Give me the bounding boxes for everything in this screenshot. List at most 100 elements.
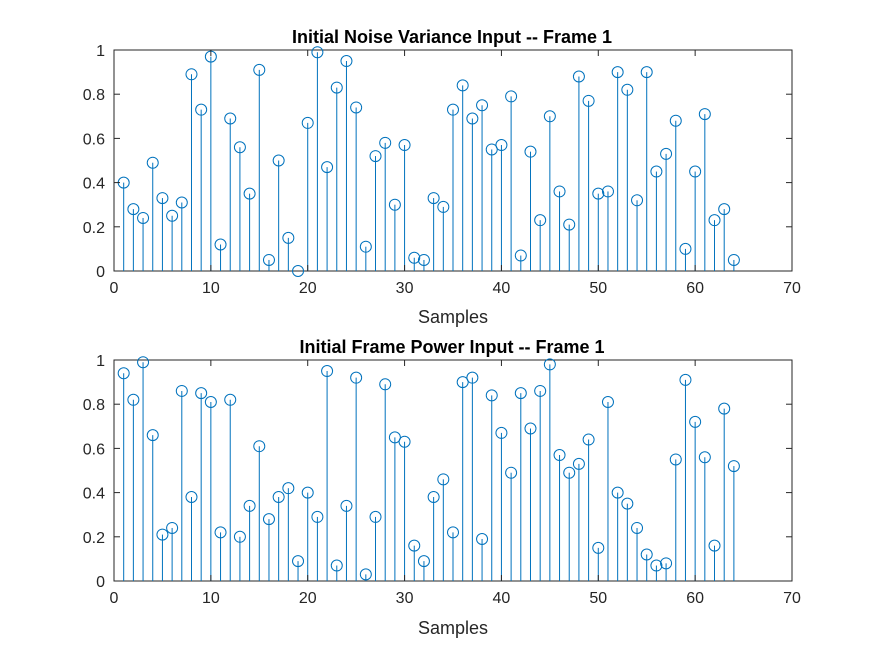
stem-marker xyxy=(476,533,489,546)
stem-marker xyxy=(553,449,566,462)
top-y-ticks: 0 0.2 0.4 0.6 0.8 1 xyxy=(83,43,792,281)
stem-marker xyxy=(175,196,188,209)
stem-marker xyxy=(369,510,382,523)
y-tick-label: 0 xyxy=(96,264,105,281)
stem-marker xyxy=(214,238,227,251)
stem-marker xyxy=(572,457,585,470)
stem-marker xyxy=(456,79,469,92)
stem-marker xyxy=(640,66,653,79)
stem-marker xyxy=(417,253,430,266)
stem-marker xyxy=(514,249,527,262)
stem-marker xyxy=(505,466,518,479)
stem-marker xyxy=(718,402,731,415)
stem-marker xyxy=(156,192,169,205)
y-tick-label: 1 xyxy=(96,43,105,60)
y-tick-label: 0 xyxy=(96,574,105,591)
x-tick-label: 10 xyxy=(202,590,220,607)
stem-marker xyxy=(437,200,450,213)
stem-marker xyxy=(340,55,353,68)
stem-marker xyxy=(631,194,644,207)
stem-marker xyxy=(582,433,595,446)
x-tick-label: 0 xyxy=(110,280,119,297)
stem-marker xyxy=(485,389,498,402)
stem-marker xyxy=(321,161,334,174)
stem-marker xyxy=(282,231,295,244)
stem-marker xyxy=(137,211,150,224)
stem-marker xyxy=(543,358,556,371)
stem-marker xyxy=(679,373,692,386)
bottom-subplot: Initial Frame Power Input -- Frame 1 0 10… xyxy=(83,337,801,638)
stem-marker xyxy=(156,528,169,541)
x-tick-label: 20 xyxy=(299,280,317,297)
stem-marker xyxy=(224,393,237,406)
stem-marker xyxy=(611,66,624,79)
stem-marker xyxy=(301,116,314,129)
x-tick-label: 60 xyxy=(686,280,704,297)
stem-marker xyxy=(417,555,430,568)
stem-marker xyxy=(447,526,459,539)
stem-marker xyxy=(727,253,740,266)
y-tick-label: 0.8 xyxy=(83,87,105,104)
stem-marker xyxy=(321,365,334,378)
stem-marker xyxy=(301,486,314,499)
stem-marker xyxy=(601,395,614,408)
stem-marker xyxy=(466,112,479,125)
stem-marker xyxy=(292,555,305,568)
stem-marker xyxy=(398,139,411,152)
x-tick-label: 50 xyxy=(589,590,607,607)
stem-marker xyxy=(146,156,159,169)
bottom-chart-title: Initial Frame Power Input -- Frame 1 xyxy=(299,337,604,357)
stem-marker xyxy=(592,541,605,554)
stem-marker xyxy=(534,214,547,227)
stem-marker xyxy=(427,491,440,504)
stem-marker xyxy=(495,139,508,152)
stem-marker xyxy=(262,253,275,266)
y-tick-label: 0.6 xyxy=(83,131,105,148)
x-tick-label: 30 xyxy=(396,280,414,297)
stem-marker xyxy=(505,90,518,103)
stem-marker xyxy=(369,150,382,163)
stem-marker xyxy=(282,482,295,495)
stem-marker xyxy=(214,526,227,539)
stem-marker xyxy=(127,203,140,216)
stem-marker xyxy=(572,70,585,83)
stem-marker xyxy=(456,376,469,389)
bottom-x-axis-label: Samples xyxy=(418,618,488,638)
stem-marker xyxy=(601,185,614,198)
top-x-ticks: 0 10 20 30 40 50 60 70 xyxy=(110,50,801,297)
stem-marker xyxy=(185,491,198,504)
stem-marker xyxy=(689,415,702,428)
stem-marker xyxy=(669,453,682,466)
x-tick-label: 50 xyxy=(589,280,607,297)
stem-marker xyxy=(224,112,237,125)
stem-marker xyxy=(495,426,508,439)
bottom-plot-area: 0 10 20 30 40 50 60 70 0 0.2 0.4 0.6 0.8 1 xyxy=(83,353,801,607)
stem-marker xyxy=(611,486,624,499)
stem-marker xyxy=(563,218,576,231)
stem-marker xyxy=(330,559,343,572)
stem-marker xyxy=(408,251,421,264)
stem-marker xyxy=(350,371,363,384)
x-tick-label: 40 xyxy=(493,280,511,297)
stem-marker xyxy=(650,559,663,572)
top-x-axis-label: Samples xyxy=(418,307,488,327)
stem-marker xyxy=(146,429,159,442)
stem-marker xyxy=(592,187,605,200)
x-tick-label: 40 xyxy=(493,590,511,607)
stem-marker xyxy=(388,198,401,211)
stem-marker xyxy=(272,491,285,504)
stem-marker xyxy=(660,147,673,160)
stem-marker xyxy=(262,513,275,526)
stem-marker xyxy=(708,539,721,552)
y-tick-label: 0.4 xyxy=(83,176,105,193)
stem-marker xyxy=(582,94,595,107)
stem-marker xyxy=(272,154,285,167)
stem-marker xyxy=(543,110,556,123)
stem-marker xyxy=(359,240,372,253)
stem-marker xyxy=(117,367,130,380)
stem-marker xyxy=(727,460,740,473)
bottom-x-ticks: 0 10 20 30 40 50 60 70 xyxy=(110,360,801,607)
stem-marker xyxy=(233,530,246,543)
stem-marker xyxy=(359,568,372,581)
